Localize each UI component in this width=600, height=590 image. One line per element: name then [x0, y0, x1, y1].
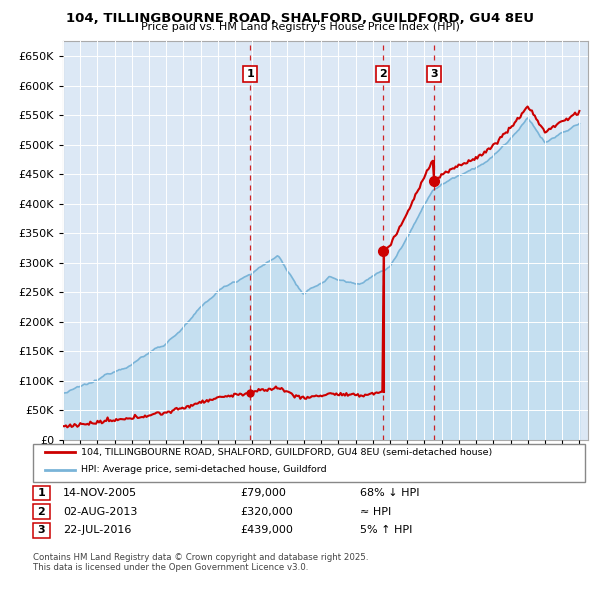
Text: 2: 2 — [38, 507, 45, 516]
Text: 22-JUL-2016: 22-JUL-2016 — [63, 526, 131, 535]
Text: 1: 1 — [38, 488, 45, 497]
Text: £79,000: £79,000 — [240, 488, 286, 497]
Text: £439,000: £439,000 — [240, 526, 293, 535]
Text: 2: 2 — [379, 69, 387, 78]
Text: HPI: Average price, semi-detached house, Guildford: HPI: Average price, semi-detached house,… — [81, 466, 326, 474]
Text: 3: 3 — [430, 69, 438, 78]
Text: Contains HM Land Registry data © Crown copyright and database right 2025.: Contains HM Land Registry data © Crown c… — [33, 553, 368, 562]
Text: ≈ HPI: ≈ HPI — [360, 507, 391, 516]
Text: 02-AUG-2013: 02-AUG-2013 — [63, 507, 137, 516]
Text: 104, TILLINGBOURNE ROAD, SHALFORD, GUILDFORD, GU4 8EU: 104, TILLINGBOURNE ROAD, SHALFORD, GUILD… — [66, 12, 534, 25]
Text: 3: 3 — [38, 526, 45, 535]
Text: 1: 1 — [246, 69, 254, 78]
Text: £320,000: £320,000 — [240, 507, 293, 516]
Text: 68% ↓ HPI: 68% ↓ HPI — [360, 488, 419, 497]
Text: This data is licensed under the Open Government Licence v3.0.: This data is licensed under the Open Gov… — [33, 563, 308, 572]
Text: 104, TILLINGBOURNE ROAD, SHALFORD, GUILDFORD, GU4 8EU (semi-detached house): 104, TILLINGBOURNE ROAD, SHALFORD, GUILD… — [81, 448, 492, 457]
Text: 14-NOV-2005: 14-NOV-2005 — [63, 488, 137, 497]
Text: Price paid vs. HM Land Registry's House Price Index (HPI): Price paid vs. HM Land Registry's House … — [140, 22, 460, 32]
Text: 5% ↑ HPI: 5% ↑ HPI — [360, 526, 412, 535]
